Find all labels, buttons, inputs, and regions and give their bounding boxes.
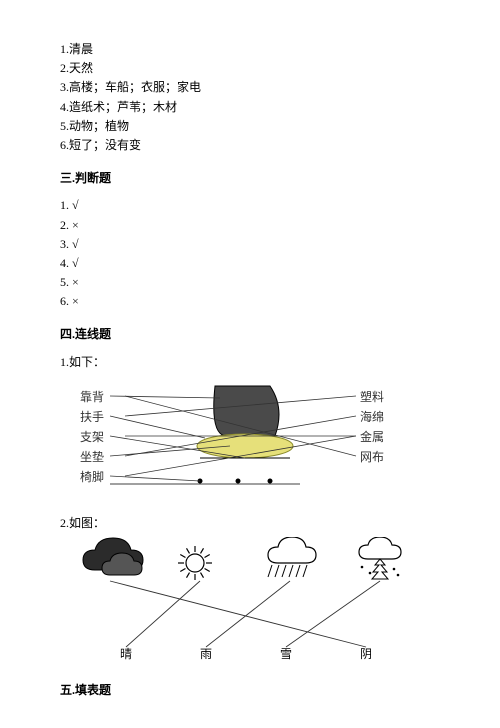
weather-label: 阴	[360, 645, 372, 664]
chair-right-label: 海绵	[360, 408, 384, 427]
chair-left-label: 支架	[80, 428, 104, 447]
chair-right-label: 塑料	[360, 388, 384, 407]
s1-item: 4.造纸术；芦苇；木材	[60, 98, 440, 117]
section3-title: 三.判断题	[60, 169, 440, 188]
chair-left-label: 坐垫	[80, 448, 104, 467]
q2-label: 2.如图：	[60, 514, 440, 533]
chair-diagram: 靠背扶手支架坐垫椅脚 塑料海绵金属网布	[60, 378, 420, 508]
section4-title: 四.连线题	[60, 325, 440, 344]
s1-item: 1.清晨	[60, 40, 440, 59]
chair-left-label: 扶手	[80, 408, 104, 427]
weather-label: 晴	[120, 645, 132, 664]
s3-item: 3. √	[60, 235, 440, 254]
section1-list: 1.清晨 2.天然 3.高楼；车船；衣服；家电 4.造纸术；芦苇；木材 5.动物…	[60, 40, 440, 155]
weather-label: 雪	[280, 645, 292, 664]
q1-label: 1.如下：	[60, 353, 440, 372]
s3-item: 5. ×	[60, 273, 440, 292]
chair-right-label: 网布	[360, 448, 384, 467]
chair-left-label: 椅脚	[80, 468, 104, 487]
s1-item: 3.高楼；车船；衣服；家电	[60, 78, 440, 97]
section5-title: 五.填表题	[60, 681, 440, 700]
chair-left-label: 靠背	[80, 388, 104, 407]
chair-right-label: 金属	[360, 428, 384, 447]
s1-item: 2.天然	[60, 59, 440, 78]
weather-diagram: 晴雨雪阴	[60, 537, 420, 667]
s3-item: 4. √	[60, 254, 440, 273]
section3-list: 1. √ 2. × 3. √ 4. √ 5. × 6. ×	[60, 196, 440, 311]
weather-label: 雨	[200, 645, 212, 664]
s3-item: 1. √	[60, 196, 440, 215]
s3-item: 6. ×	[60, 292, 440, 311]
s1-item: 6.短了；没有变	[60, 136, 440, 155]
s1-item: 5.动物；植物	[60, 117, 440, 136]
s3-item: 2. ×	[60, 216, 440, 235]
